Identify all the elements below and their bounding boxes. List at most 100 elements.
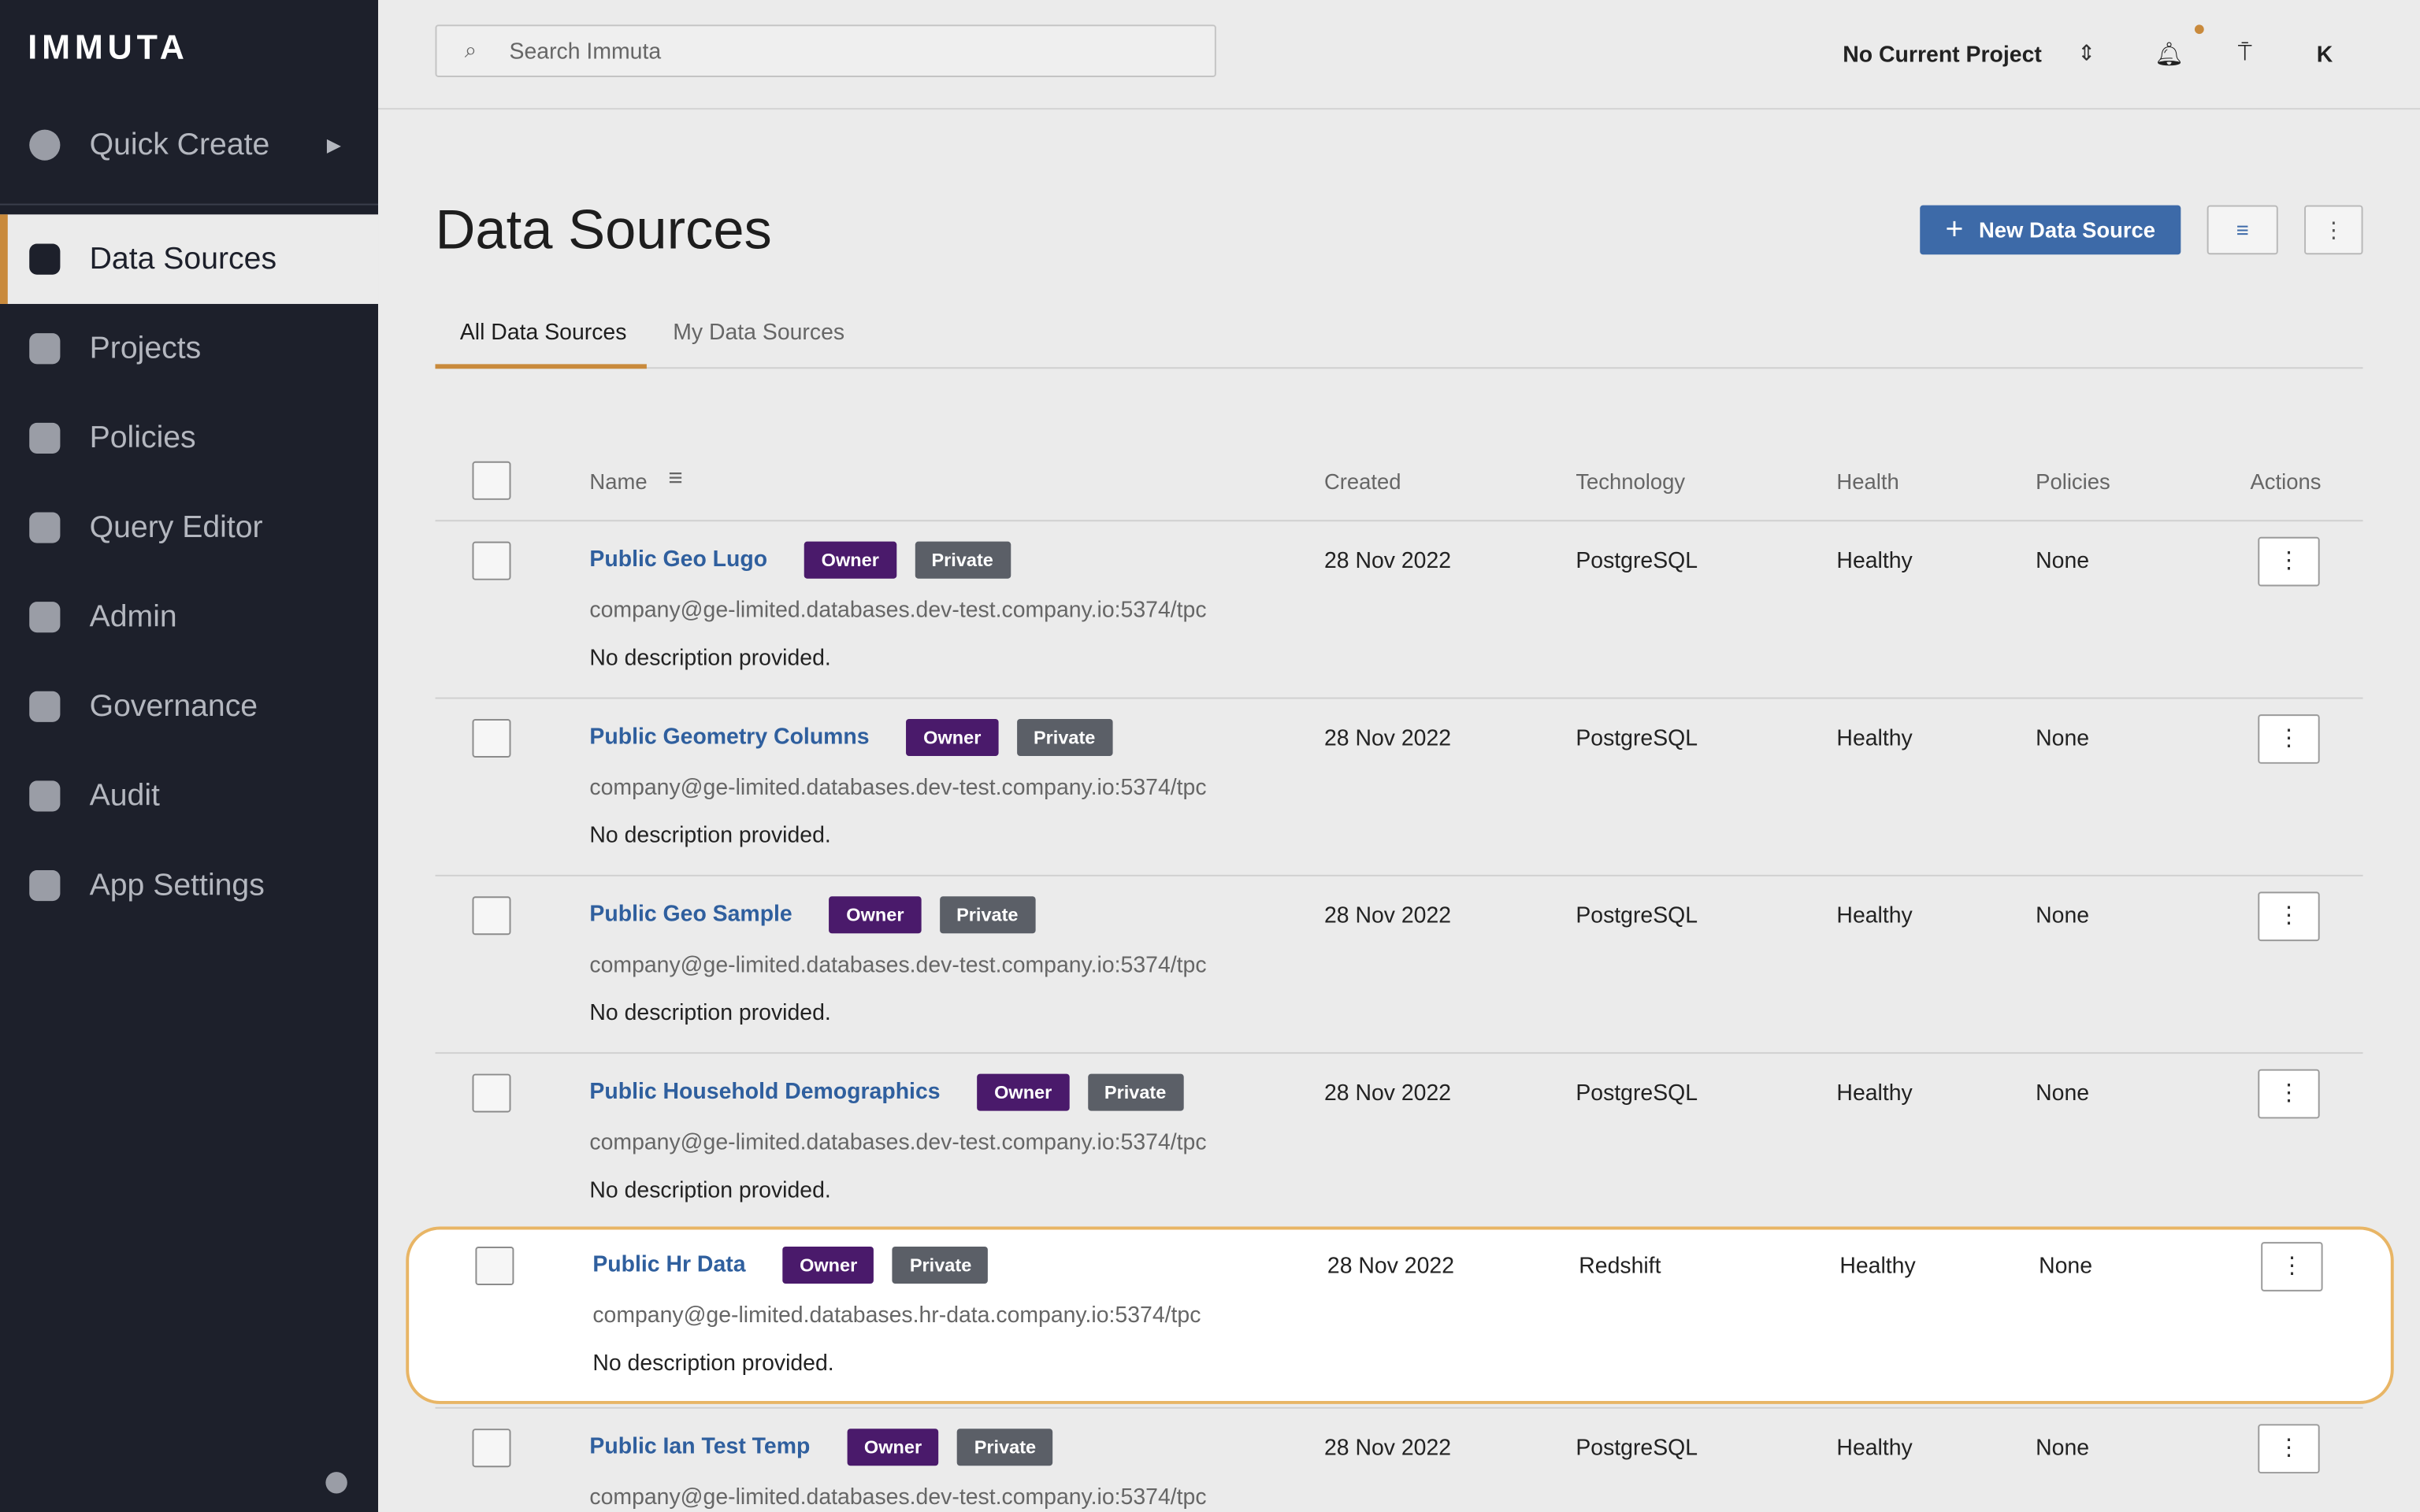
name-cell: Public Geo Lugo Owner Private [589, 541, 1011, 579]
policies: None [2036, 549, 2090, 574]
created: 28 Nov 2022 [1327, 1254, 1455, 1280]
connection-string: company@ge-limited.databases.dev-test.co… [589, 1131, 1207, 1156]
data-source-name[interactable]: Public Ian Test Temp [589, 1435, 811, 1460]
nav-item[interactable]: Policies [0, 394, 378, 484]
nav-label: Data Sources [89, 241, 277, 276]
connection-string: company@ge-limited.databases.dev-test.co… [589, 1485, 1207, 1511]
nav-item[interactable]: Query Editor [0, 483, 378, 573]
actions-button[interactable]: ⋮ [2258, 714, 2320, 764]
badge: Private [893, 1247, 989, 1284]
row-checkbox[interactable] [472, 541, 511, 580]
technology: PostgreSQL [1576, 549, 1698, 574]
name-cell: Public Geometry Columns Owner Private [589, 718, 1112, 757]
data-source-name[interactable]: Public Geometry Columns [589, 724, 870, 750]
actions-button[interactable]: ⋮ [2261, 1242, 2323, 1292]
name-cell: Public Household Demographics Owner Privat… [589, 1073, 1183, 1111]
nav-item[interactable]: Audit [0, 751, 378, 841]
badge: Private [1087, 1073, 1183, 1111]
data-source-name[interactable]: Public Geo Sample [589, 902, 792, 928]
avatar[interactable]: K [2316, 43, 2333, 69]
table-row: Public Geo Lugo Owner Private company@ge-li… [435, 520, 2363, 697]
description: No description provided. [589, 1178, 831, 1204]
actions-button[interactable]: ⋮ [2258, 1424, 2320, 1474]
nav-item[interactable]: Governance [0, 662, 378, 751]
name-cell: Public Hr Data Owner Private [592, 1247, 989, 1284]
badge: Owner [906, 718, 998, 757]
policies: None [2036, 1436, 2090, 1462]
row-checkbox[interactable] [472, 1429, 511, 1468]
actions-button[interactable]: ⋮ [2258, 1069, 2320, 1119]
search-box[interactable]: ⌕ Search Immuta [435, 24, 1216, 77]
data-source-name[interactable]: Public Hr Data [592, 1252, 746, 1278]
policies: None [2036, 1081, 2090, 1106]
actions-button[interactable]: ⋮ [2258, 536, 2320, 587]
page-title: Data Sources [435, 197, 772, 261]
collapse-button[interactable] [325, 1472, 347, 1494]
description: No description provided. [592, 1351, 834, 1377]
policies: None [2036, 904, 2090, 929]
badge: Owner [847, 1429, 939, 1466]
project-selector[interactable]: No Current Project [1843, 43, 2042, 69]
nav-icon [29, 780, 61, 812]
nav-label: App Settings [89, 868, 265, 902]
column-header: Technology [1576, 469, 1686, 494]
badge: Owner [829, 896, 922, 934]
nav-label: Admin [89, 599, 177, 634]
row-checkbox[interactable] [472, 896, 511, 936]
nav-icon [29, 691, 61, 722]
nav-item[interactable]: Admin [0, 573, 378, 662]
new-data-source-button[interactable]: + New Data Source [1920, 205, 2181, 255]
actions-button[interactable]: ⋮ [2258, 891, 2320, 942]
connection-string: company@ge-limited.databases.dev-test.co… [589, 776, 1207, 801]
name-cell: Public Ian Test Temp Owner Private [589, 1429, 1053, 1466]
more-button[interactable]: ⋮ [2304, 205, 2363, 255]
search-placeholder: Search Immuta [509, 39, 662, 65]
table-row: Public Geo Sample Owner Private company@ge-… [435, 874, 2363, 1052]
nav-item[interactable]: Projects [0, 304, 378, 394]
row-checkbox[interactable] [475, 1247, 514, 1286]
nav-item[interactable]: Data Sources [0, 214, 379, 304]
row-checkbox[interactable] [472, 718, 511, 758]
technology: PostgreSQL [1576, 1081, 1698, 1106]
badge: Owner [977, 1073, 1069, 1111]
table-row: Public Ian Test Temp Owner Private company@… [435, 1406, 2363, 1512]
sidebar: IMMUTA Quick Create ▶ Data Sources Project… [0, 0, 379, 1512]
connection-string: company@ge-limited.databases.dev-test.co… [589, 953, 1207, 979]
data-source-name[interactable]: Public Geo Lugo [589, 547, 768, 573]
created: 28 Nov 2022 [1323, 1081, 1452, 1106]
connection-string: company@ge-limited.databases.hr-data.com… [592, 1303, 1201, 1329]
row-checkbox[interactable] [472, 1073, 511, 1113]
health: Healthy [1836, 904, 1913, 929]
column-header: Policies [2036, 469, 2110, 494]
health: Healthy [1839, 1254, 1916, 1280]
tab[interactable]: My Data Sources [673, 321, 845, 346]
nav-icon [29, 512, 61, 543]
nav-icon [29, 243, 61, 275]
badge: Owner [804, 541, 896, 579]
column-header: Health [1836, 469, 1899, 494]
connection-string: company@ge-limited.databases.dev-test.co… [589, 598, 1207, 624]
nav-icon [29, 333, 61, 365]
logo: IMMUTA [28, 28, 189, 67]
select-all-checkbox[interactable] [472, 461, 511, 500]
sort-icon[interactable]: ≡ [668, 465, 683, 492]
tab[interactable]: All Data Sources [459, 321, 627, 346]
quick-create[interactable]: Quick Create ▶ [0, 100, 378, 190]
filter-button[interactable]: ≡ [2207, 205, 2278, 255]
nav-label: Policies [89, 420, 196, 454]
nav-icon [29, 869, 61, 902]
data-source-name[interactable]: Public Household Demographics [589, 1080, 941, 1105]
health: Healthy [1836, 549, 1913, 574]
status-icon[interactable]: ⍑ [2237, 39, 2252, 67]
notifications-icon[interactable]: 🔔︎ [2155, 41, 2184, 69]
policies: None [2036, 726, 2090, 752]
technology: Redshift [1579, 1254, 1661, 1280]
health: Healthy [1836, 1081, 1913, 1106]
badge: Private [914, 541, 1011, 579]
column-header[interactable]: Name [589, 469, 648, 494]
separator [0, 203, 379, 206]
nav-item[interactable]: App Settings [0, 841, 378, 931]
health: Healthy [1836, 1436, 1913, 1462]
nav-label: Audit [89, 778, 160, 813]
